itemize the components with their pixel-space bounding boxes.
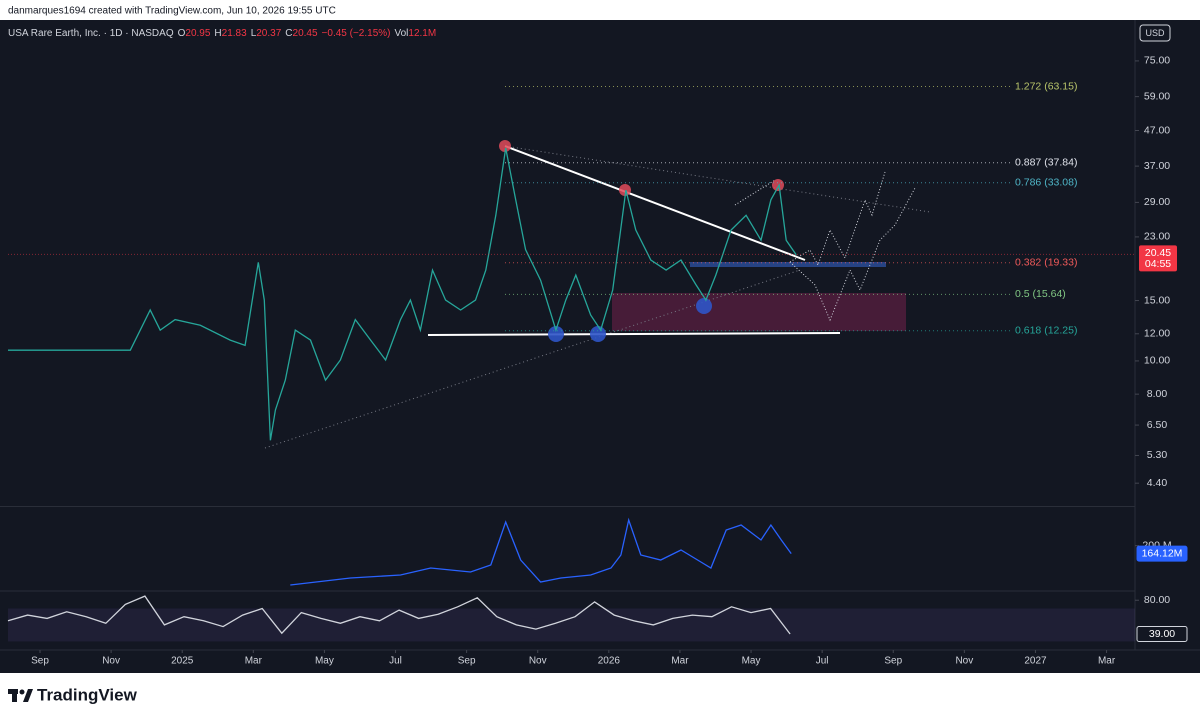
fib-label: 0.887 (37.84) (1015, 157, 1077, 169)
y-tick-label: 8.00 (1147, 388, 1168, 400)
volume-key: Vol (394, 28, 408, 39)
x-tick-label: Nov (529, 656, 547, 667)
y-tick-label: 37.00 (1144, 160, 1170, 172)
zone (612, 293, 906, 331)
ohlc: O20.95 H21.83 L20.37 C20.45 (178, 28, 318, 39)
x-tick-label: 2026 (598, 656, 621, 667)
y-tick-label: 75.00 (1144, 55, 1170, 67)
last-price-box (1139, 245, 1177, 272)
x-tick-label: Mar (671, 656, 689, 667)
logo-part (12, 689, 17, 702)
last-value-box (1136, 626, 1188, 642)
x-tick-label: 2025 (171, 656, 194, 667)
series-line (7, 595, 791, 635)
y-tick-label: 4.40 (1147, 477, 1168, 489)
x-tick-label: May (742, 656, 761, 667)
series-line (8, 147, 797, 441)
fib-label: 0.5 (15.64) (1015, 288, 1066, 300)
ohlc-value: 20.37 (256, 28, 281, 39)
y-tick-label: 23.00 (1144, 231, 1170, 243)
credit: danmarques1694 created with TradingView.… (8, 6, 336, 17)
x-tick-label: Jul (389, 656, 402, 667)
zone (690, 262, 886, 267)
logo-part (23, 689, 33, 702)
y-tick-label: 5.30 (1147, 449, 1168, 461)
fib-label: 0.618 (12.25) (1015, 324, 1077, 336)
last-value: 164.12M (1142, 547, 1183, 559)
last-value-box (1136, 545, 1188, 562)
y-tick-label: 59.00 (1144, 90, 1170, 102)
x-tick-label: Mar (1098, 656, 1116, 667)
logo-part (19, 689, 25, 695)
brand-logo (8, 689, 33, 702)
y-tick-label: 47.00 (1144, 124, 1170, 136)
y-tick-label: 15.00 (1144, 294, 1170, 306)
x-tick-label: Nov (955, 656, 973, 667)
ohlc-value: 21.83 (222, 28, 247, 39)
pivot-low (590, 326, 606, 342)
series-line (290, 517, 792, 586)
countdown: 04:55 (1145, 258, 1171, 270)
pivot-low (696, 298, 712, 314)
ohlc-key: H (214, 28, 221, 39)
y-tick-label: 6.50 (1147, 419, 1168, 431)
change: −0.45 (−2.15%) (322, 28, 391, 39)
rsi-band (8, 608, 1135, 642)
brand: TradingView (37, 685, 138, 704)
symbol: USA Rare Earth, Inc. · 1D · NASDAQ (8, 28, 174, 39)
last-price: 20.45 (1145, 247, 1171, 259)
x-tick-label: Sep (884, 656, 902, 667)
ohlc-key: C (285, 28, 292, 39)
x-tick-label: Sep (31, 656, 49, 667)
chart-background (0, 20, 1200, 673)
legend: USA Rare Earth, Inc. · 1D · NASDAQ O20.95… (8, 28, 436, 39)
currency[interactable]: USD (1145, 28, 1165, 38)
x-tick-label: Mar (245, 656, 263, 667)
currency-box[interactable] (1139, 24, 1171, 42)
y-tick-label: 10.00 (1144, 355, 1170, 367)
volume: 12.1M (408, 28, 436, 39)
y-tick-label: 80.00 (1144, 594, 1170, 606)
last-value: 39.00 (1149, 628, 1175, 640)
pivot-low (548, 326, 564, 342)
pivot-high (499, 140, 511, 152)
support-line (427, 332, 841, 336)
x-tick-label: Jul (816, 656, 829, 667)
fib-label: 0.382 (19.33) (1015, 257, 1077, 269)
ohlc-key: O (178, 28, 186, 39)
x-tick-label: Nov (102, 656, 120, 667)
ohlc-value: 20.95 (185, 28, 210, 39)
ohlc-value: 20.45 (293, 28, 318, 39)
x-tick-label: May (315, 656, 334, 667)
x-tick-label: 2027 (1024, 656, 1047, 667)
y-tick-label: 12.00 (1144, 328, 1170, 340)
fib-label: 1.272 (63.15) (1015, 80, 1077, 92)
x-tick-label: Sep (458, 656, 476, 667)
drawings (264, 86, 1010, 449)
pivot-high (619, 184, 631, 196)
trend-line (504, 145, 806, 261)
pivot-high (772, 179, 784, 191)
y-tick-label: 29.00 (1144, 196, 1170, 208)
fib-label: 0.786 (33.08) (1015, 177, 1077, 189)
projection (734, 171, 916, 322)
ohlc-key: L (251, 28, 257, 39)
